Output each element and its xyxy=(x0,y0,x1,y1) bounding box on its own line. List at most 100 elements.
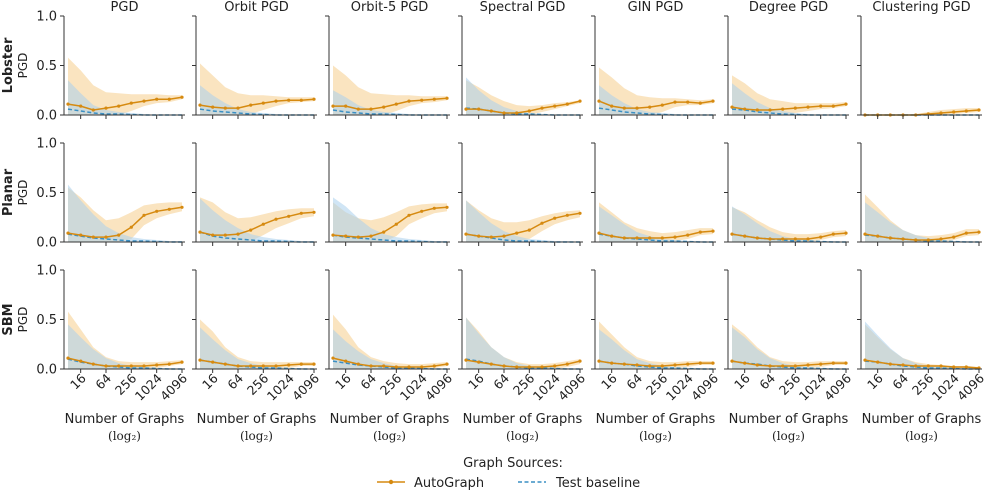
autograph-point xyxy=(155,209,159,213)
autograph-point xyxy=(464,107,468,111)
autograph-point xyxy=(540,365,544,369)
autograph-point xyxy=(79,104,83,108)
autograph-point xyxy=(901,363,905,367)
autograph-point xyxy=(527,228,531,232)
row-label-lobster: Lobster xyxy=(1,37,16,93)
row-ylabel-planar: PGD xyxy=(16,180,30,206)
autograph-point xyxy=(698,101,702,105)
panel-planar-gin-pgd xyxy=(591,142,716,246)
autograph-band xyxy=(68,57,182,115)
autograph-point xyxy=(420,365,424,369)
panel-lobster-gin-pgd xyxy=(591,15,716,119)
row-ylabel-sbm: PGD xyxy=(16,307,30,333)
autograph-point xyxy=(831,104,835,108)
autograph-point xyxy=(261,222,265,226)
autograph-line xyxy=(465,359,581,368)
baseline-band xyxy=(732,206,846,242)
x-tick-label: 64 xyxy=(623,370,645,392)
autograph-point xyxy=(901,237,905,241)
autograph-point xyxy=(249,228,253,232)
autograph-point xyxy=(952,110,956,114)
autograph-point xyxy=(635,363,639,367)
x-tick-label: 1024 xyxy=(796,370,829,403)
x-tick-label: 1024 xyxy=(132,370,165,403)
column-title-spectral-pgd: Spectral PGD xyxy=(480,0,566,15)
panel-planar-clustering-pgd xyxy=(857,142,982,246)
panel-lobster-clustering-pgd xyxy=(857,15,982,119)
x-tick-label: 1024 xyxy=(929,370,962,403)
autograph-line xyxy=(67,206,183,238)
y-tick-label: 1.0 xyxy=(36,10,57,25)
autograph-point xyxy=(236,364,240,368)
x-axis-label: Number of Graphs xyxy=(197,412,317,427)
autograph-point xyxy=(477,107,481,111)
baseline-band xyxy=(466,200,580,242)
baseline-line xyxy=(199,231,314,243)
autograph-point xyxy=(407,213,411,217)
autograph-point xyxy=(565,213,569,217)
x-tick-label: 16 xyxy=(199,370,221,392)
autograph-point xyxy=(420,209,424,213)
autograph-point xyxy=(578,99,582,103)
autograph-point xyxy=(66,231,70,235)
autograph-point xyxy=(939,111,943,115)
autograph-point xyxy=(104,235,108,239)
autograph-point xyxy=(167,97,171,101)
column-title-gin-pgd: GIN PGD xyxy=(628,0,684,15)
autograph-line xyxy=(731,103,847,111)
baseline-band xyxy=(68,80,182,115)
autograph-point xyxy=(806,237,810,241)
autograph-point xyxy=(91,108,95,112)
x-tick-label: 64 xyxy=(889,370,911,392)
autograph-point xyxy=(502,234,506,238)
autograph-point xyxy=(464,358,468,362)
autograph-point xyxy=(420,98,424,102)
autograph-point xyxy=(211,105,215,109)
x-axis-label: Number of Graphs xyxy=(729,412,849,427)
autograph-point xyxy=(578,211,582,215)
y-tick-label: 0.5 xyxy=(36,59,57,74)
x-tick-label: 16 xyxy=(864,370,886,392)
autograph-point xyxy=(79,233,83,237)
x-tick-label: 1024 xyxy=(663,370,696,403)
autograph-point xyxy=(382,105,386,109)
autograph-line xyxy=(598,360,713,367)
column-title-degree-pgd: Degree PGD xyxy=(749,0,828,15)
baseline-band xyxy=(466,317,580,369)
autograph-point xyxy=(407,99,411,103)
autograph-point xyxy=(755,363,759,367)
autograph-point xyxy=(502,364,506,368)
autograph-line xyxy=(332,357,448,368)
autograph-point xyxy=(768,364,772,368)
panel-planar-spectral-pgd xyxy=(458,142,583,246)
autograph-point xyxy=(698,361,702,365)
autograph-point xyxy=(299,98,303,102)
autograph-point xyxy=(155,97,159,101)
x-axis-sublabel: (log₂) xyxy=(373,429,406,443)
panel-lobster-spectral-pgd xyxy=(458,15,583,119)
autograph-point xyxy=(129,101,133,105)
y-tick-label: 0.0 xyxy=(36,363,57,378)
autograph-point xyxy=(155,363,159,367)
autograph-point xyxy=(198,103,202,107)
autograph-point xyxy=(299,362,303,366)
row-label-planar: Planar xyxy=(1,168,16,216)
legend-title: Graph Sources: xyxy=(463,456,563,471)
autograph-band xyxy=(333,65,447,115)
autograph-point xyxy=(344,104,348,108)
autograph-point xyxy=(432,364,436,368)
x-axis-sublabel: (log₂) xyxy=(108,429,141,443)
autograph-point xyxy=(432,206,436,210)
x-axis-label: Number of Graphs xyxy=(596,412,716,427)
autograph-point xyxy=(648,364,652,368)
baseline-band xyxy=(599,206,713,242)
autograph-point xyxy=(369,107,373,111)
autograph-point xyxy=(964,231,968,235)
column-title-clustering-pgd: Clustering PGD xyxy=(872,0,970,15)
autograph-point xyxy=(806,105,810,109)
baseline-band xyxy=(865,202,979,242)
autograph-point xyxy=(660,364,664,368)
autograph-point xyxy=(686,233,690,237)
